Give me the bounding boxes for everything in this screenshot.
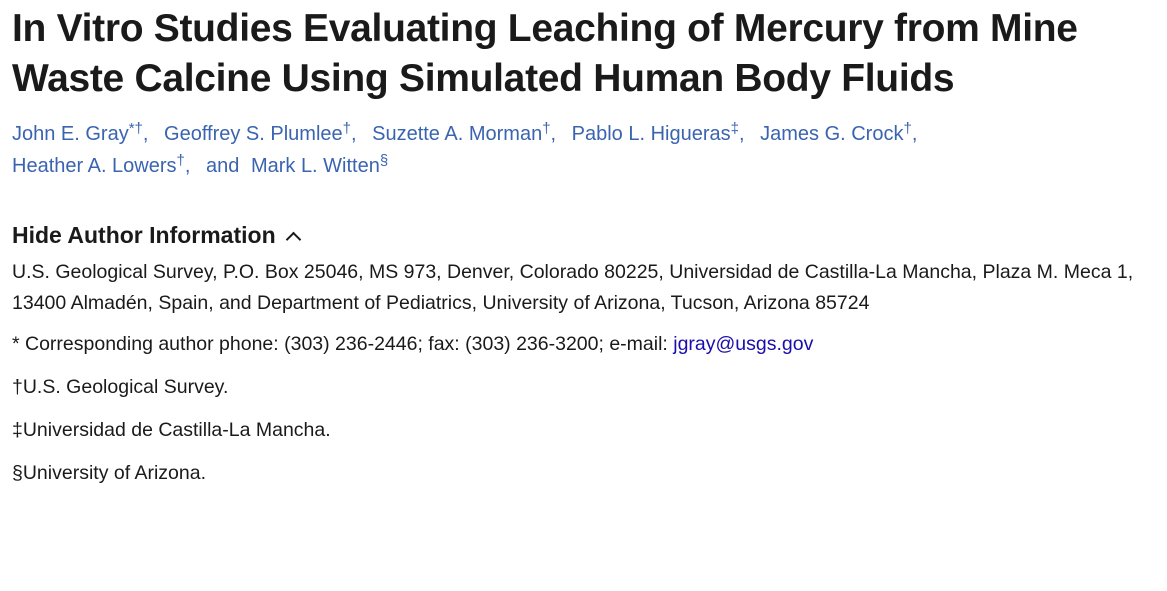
author-name: Geoffrey S. Plumlee (164, 123, 343, 145)
toggle-label: Hide Author Information (12, 222, 276, 248)
footnote: §University of Arizona. (12, 462, 207, 484)
footnote: †U.S. Geological Survey. (12, 376, 229, 398)
author-link[interactable]: Mark L. Witten§ (250, 152, 389, 177)
author-mark: † (176, 152, 185, 169)
email-link[interactable]: jgray@usgs.gov (673, 333, 814, 355)
corresponding-author: * Corresponding author phone: (303) 236-… (12, 331, 1155, 357)
hide-author-info-toggle[interactable]: Hide Author Information (12, 222, 301, 249)
author-name: Pablo L. Higueras (571, 123, 731, 145)
affiliation: U.S. Geological Survey, P.O. Box 25046, … (12, 261, 1134, 314)
author-mark: ‡ (730, 120, 739, 137)
article-title: In Vitro Studies Evaluating Leaching of … (12, 7, 1078, 100)
author-list: John E. Gray*†, Geoffrey S. Plumlee†, Su… (12, 120, 918, 177)
author-name: Suzette A. Morman (372, 123, 543, 145)
author-mark: *† (128, 120, 143, 137)
author-link[interactable]: John E. Gray*† (12, 120, 143, 145)
author-name: John E. Gray (12, 123, 129, 145)
author-mark: † (542, 120, 551, 137)
corresponding-text: * Corresponding author phone: (303) 236-… (12, 333, 674, 355)
author-link[interactable]: Heather A. Lowers† (12, 152, 185, 177)
chevron-up-icon (285, 231, 301, 248)
author-link[interactable]: James G. Crock† (760, 120, 912, 145)
author-name: Mark L. Witten (250, 155, 380, 177)
author-mark: § (379, 152, 389, 169)
author-link[interactable]: Pablo L. Higueras‡ (571, 120, 739, 145)
author-mark: † (342, 120, 351, 137)
author-name: James G. Crock (760, 123, 904, 145)
article-header: In Vitro Studies Evaluating Leaching of … (12, 7, 1155, 484)
footnote: ‡Universidad de Castilla-La Mancha. (12, 419, 331, 441)
author-link[interactable]: Suzette A. Morman† (372, 120, 551, 145)
and-label: and (206, 155, 240, 177)
author-mark: † (903, 120, 912, 137)
author-link[interactable]: Geoffrey S. Plumlee† (164, 120, 351, 145)
author-name: Heather A. Lowers (12, 155, 177, 177)
